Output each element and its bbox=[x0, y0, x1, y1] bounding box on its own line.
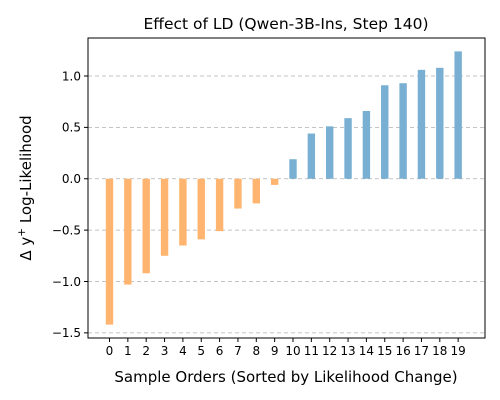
bar bbox=[417, 69, 426, 179]
bar bbox=[307, 133, 316, 179]
bar bbox=[362, 110, 371, 179]
y-axis-label: Δ y+ Log-Likelihood bbox=[16, 115, 35, 260]
x-axis-ticks: 0 1 2 3 4 5 6 7 8 9 10 11 12 13 14 15 16 17 18 19 bbox=[106, 338, 466, 358]
y-axis-label-base: Δ y bbox=[17, 237, 35, 261]
bar bbox=[124, 178, 132, 285]
bar bbox=[215, 178, 224, 232]
y-tick-label: 0.5 bbox=[62, 121, 81, 135]
x-tick-label: 11 bbox=[304, 344, 319, 358]
x-axis-label: Sample Orders (Sorted by Likelihood Chan… bbox=[114, 368, 457, 386]
plot-frame bbox=[87, 37, 486, 339]
bar bbox=[454, 51, 462, 179]
bar bbox=[234, 178, 242, 209]
bar bbox=[197, 178, 205, 240]
bar bbox=[179, 178, 187, 246]
bars bbox=[105, 51, 462, 325]
x-tick-label: 12 bbox=[322, 344, 337, 358]
bar bbox=[381, 85, 389, 179]
bar bbox=[289, 159, 297, 179]
x-tick-label: 7 bbox=[234, 344, 242, 358]
bar bbox=[160, 178, 169, 256]
y-axis-ticks: −1.5 −1.0 −0.5 0.0 0.5 1.0 bbox=[52, 69, 88, 340]
chart-title: Effect of LD (Qwen-3B-Ins, Step 140) bbox=[143, 15, 428, 33]
bar bbox=[436, 67, 444, 179]
bar bbox=[344, 118, 352, 179]
x-tick-label: 8 bbox=[252, 344, 260, 358]
bar bbox=[252, 178, 260, 204]
x-tick-label: 5 bbox=[197, 344, 205, 358]
y-axis-label-superscript: + bbox=[16, 228, 28, 237]
y-tick-label: −1.5 bbox=[52, 326, 81, 340]
x-tick-label: 2 bbox=[142, 344, 150, 358]
x-tick-label: 19 bbox=[451, 344, 466, 358]
grid-lines bbox=[88, 75, 485, 334]
x-tick-label: 10 bbox=[285, 344, 300, 358]
x-tick-label: 13 bbox=[340, 344, 355, 358]
bar bbox=[326, 126, 334, 179]
y-axis-label-rest: Log-Likelihood bbox=[17, 115, 35, 228]
x-tick-label: 4 bbox=[179, 344, 187, 358]
bar bbox=[399, 83, 407, 179]
x-tick-label: 0 bbox=[106, 344, 114, 358]
y-tick-label: −1.0 bbox=[52, 275, 81, 289]
bar bbox=[142, 178, 150, 274]
x-tick-label: 16 bbox=[395, 344, 410, 358]
x-tick-label: 14 bbox=[359, 344, 374, 358]
x-tick-label: 15 bbox=[377, 344, 392, 358]
x-tick-label: 18 bbox=[432, 344, 447, 358]
x-tick-label: 17 bbox=[414, 344, 429, 358]
y-tick-label: 1.0 bbox=[62, 69, 81, 83]
y-tick-label: −0.5 bbox=[52, 223, 81, 237]
x-tick-label: 1 bbox=[124, 344, 132, 358]
y-tick-label: 0.0 bbox=[62, 172, 81, 186]
bar bbox=[270, 178, 279, 185]
x-tick-label: 6 bbox=[216, 344, 224, 358]
bar bbox=[105, 178, 114, 325]
x-tick-label: 9 bbox=[271, 344, 279, 358]
x-tick-label: 3 bbox=[161, 344, 169, 358]
